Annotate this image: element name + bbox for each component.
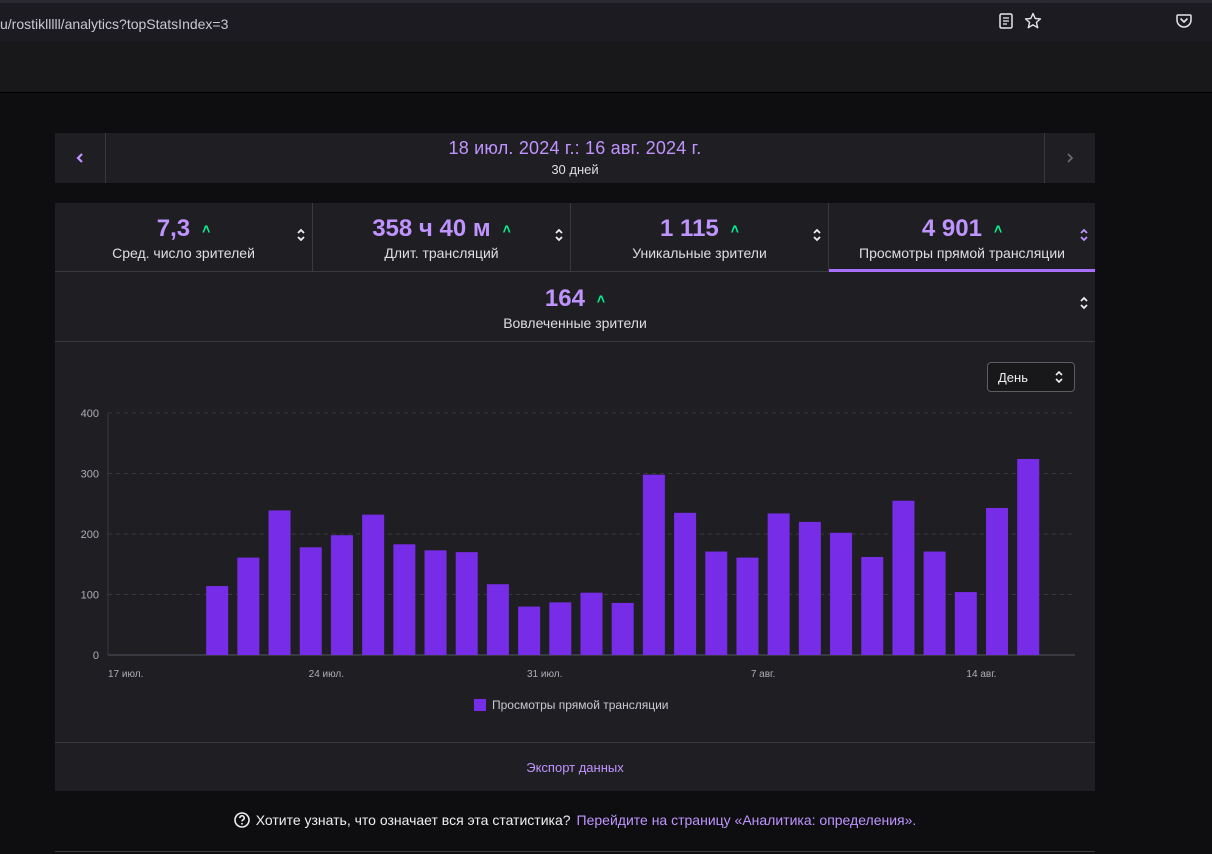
legend-label: Просмотры прямой трансляции xyxy=(492,698,669,712)
chart-bar[interactable] xyxy=(518,606,541,655)
chart-bar[interactable] xyxy=(923,551,946,655)
y-tick-label: 0 xyxy=(93,650,99,662)
stat-label: Уникальные зрители xyxy=(632,245,767,261)
stat-label: Сред. число зрителей xyxy=(112,245,255,261)
address-bar[interactable]: u/rostiklllll/analytics?topStatsIndex=3 xyxy=(0,6,1050,40)
question-circle-icon xyxy=(233,812,250,828)
date-range-display: 18 июл. 2024 г.: 16 авг. 2024 г. 30 дней xyxy=(106,133,1044,183)
chart-bar[interactable] xyxy=(237,557,260,655)
stat-unique-viewers[interactable]: 1 115 ˄ Уникальные зрители xyxy=(571,203,829,272)
chevron-right-icon xyxy=(1067,153,1074,163)
divider xyxy=(55,851,1095,852)
x-tick-label: 14 авг. xyxy=(966,669,996,680)
chart-bar[interactable] xyxy=(330,535,353,655)
chart-bar[interactable] xyxy=(861,556,884,655)
x-tick-label: 24 июл. xyxy=(309,669,344,680)
analytics-definitions-link[interactable]: Перейдите на страницу «Аналитика: опреде… xyxy=(576,812,917,828)
chart-bar[interactable] xyxy=(486,584,509,655)
prev-period-button[interactable] xyxy=(55,133,106,183)
chart-bar[interactable] xyxy=(580,592,603,655)
period-select-value: День xyxy=(998,369,1028,385)
y-tick-label: 200 xyxy=(81,529,99,541)
trend-up-icon: ˄ xyxy=(730,221,739,237)
x-tick-label: 31 июл. xyxy=(527,669,562,680)
chart-bar[interactable] xyxy=(362,514,385,655)
stat-value: 7,3 xyxy=(156,215,191,242)
chart-bar[interactable] xyxy=(1017,458,1040,655)
export-label: Экспорт данных xyxy=(526,759,624,775)
legend-swatch xyxy=(474,699,486,711)
y-tick-label: 300 xyxy=(81,469,99,481)
chart-bar[interactable] xyxy=(798,521,821,655)
chart-bar[interactable] xyxy=(736,557,759,655)
chart-bar[interactable] xyxy=(986,507,1009,655)
chart-bar[interactable] xyxy=(611,602,634,655)
sort-icon[interactable] xyxy=(812,227,822,243)
app-header xyxy=(0,42,1212,93)
chart-bar[interactable] xyxy=(674,512,697,655)
stat-value: 1 115 xyxy=(660,215,719,242)
chevron-left-icon xyxy=(76,153,83,163)
stat-label: Длит. трансляций xyxy=(384,245,499,261)
x-tick-label: 17 июл. xyxy=(108,669,143,680)
date-range-navigator: 18 июл. 2024 г.: 16 авг. 2024 г. 30 дней xyxy=(55,133,1095,183)
top-stats-row: 7,3 ˄ Сред. число зрителей 358 ч 40 м ˄ Дл… xyxy=(55,203,1095,272)
stat-label: Просмотры прямой трансляции xyxy=(859,245,1065,261)
stat-value: 4 901 xyxy=(921,215,982,242)
stat-live-views[interactable]: 4 901 ˄ Просмотры прямой трансляции xyxy=(829,203,1095,272)
chart-bar[interactable] xyxy=(954,592,977,655)
chart-bar[interactable] xyxy=(455,552,478,655)
period-select[interactable]: День xyxy=(987,362,1075,392)
chart-bar[interactable] xyxy=(393,544,416,655)
url-text[interactable]: u/rostiklllll/analytics?topStatsIndex=3 xyxy=(0,16,229,32)
trend-up-icon: ˄ xyxy=(202,221,211,237)
stat-value: 358 ч 40 м xyxy=(372,215,491,242)
x-tick-label: 7 авг. xyxy=(751,669,775,680)
chart-bar[interactable] xyxy=(892,500,915,655)
chart-bar[interactable] xyxy=(549,602,572,655)
sort-icon[interactable] xyxy=(554,227,564,243)
y-tick-label: 400 xyxy=(81,408,99,420)
stats-panel: 7,3 ˄ Сред. число зрителей 358 ч 40 м ˄ Дл… xyxy=(55,203,1095,791)
chart-bar[interactable] xyxy=(705,551,728,655)
date-days-count: 30 дней xyxy=(551,162,599,177)
browser-toolbar: u/rostiklllll/analytics?topStatsIndex=3 xyxy=(0,0,1212,42)
stat-engaged-viewers[interactable]: 164 ˄ Вовлеченные зрители xyxy=(55,272,1095,342)
trend-up-icon: ˄ xyxy=(993,221,1003,237)
chart-bar[interactable] xyxy=(424,550,447,655)
stat-stream-duration[interactable]: 358 ч 40 м ˄ Длит. трансляций xyxy=(313,203,571,272)
chart-bar[interactable] xyxy=(206,586,229,655)
live-views-bar-chart: 0 100 200 300 400 17 июл. 24 июл. 31 июл. 7 авг.… xyxy=(81,408,1075,680)
sort-icon[interactable] xyxy=(1079,227,1089,243)
y-tick-label: 100 xyxy=(81,590,99,602)
stat-label: Вовлеченные зрители xyxy=(503,315,647,331)
stat-avg-viewers[interactable]: 7,3 ˄ Сред. число зрителей xyxy=(55,203,313,272)
chart-bar[interactable] xyxy=(642,474,665,655)
export-data-button[interactable]: Экспорт данных xyxy=(55,742,1095,791)
trend-up-icon: ˄ xyxy=(502,221,511,237)
sort-icon[interactable] xyxy=(296,227,306,243)
stat-value: 164 xyxy=(544,285,585,312)
chart-legend[interactable]: Просмотры прямой трансляции xyxy=(474,698,669,712)
trend-up-icon: ˄ xyxy=(596,291,606,307)
sort-icon[interactable] xyxy=(1079,295,1089,311)
chart-bar[interactable] xyxy=(299,547,322,655)
next-period-button[interactable] xyxy=(1044,133,1095,183)
bookmark-star-icon[interactable] xyxy=(1024,12,1042,30)
chart-bar[interactable] xyxy=(830,532,853,655)
help-line: Хотите узнать, что означает вся эта стат… xyxy=(0,812,1150,828)
pocket-icon[interactable] xyxy=(1175,12,1193,30)
date-range-text: 18 июл. 2024 г.: 16 авг. 2024 г. xyxy=(448,138,702,158)
chart-bar[interactable] xyxy=(268,510,291,655)
help-text: Хотите узнать, что означает вся эта стат… xyxy=(255,812,571,828)
reader-view-icon[interactable] xyxy=(997,12,1015,30)
chart-bar[interactable] xyxy=(767,513,790,655)
select-arrows-icon xyxy=(1055,370,1063,384)
